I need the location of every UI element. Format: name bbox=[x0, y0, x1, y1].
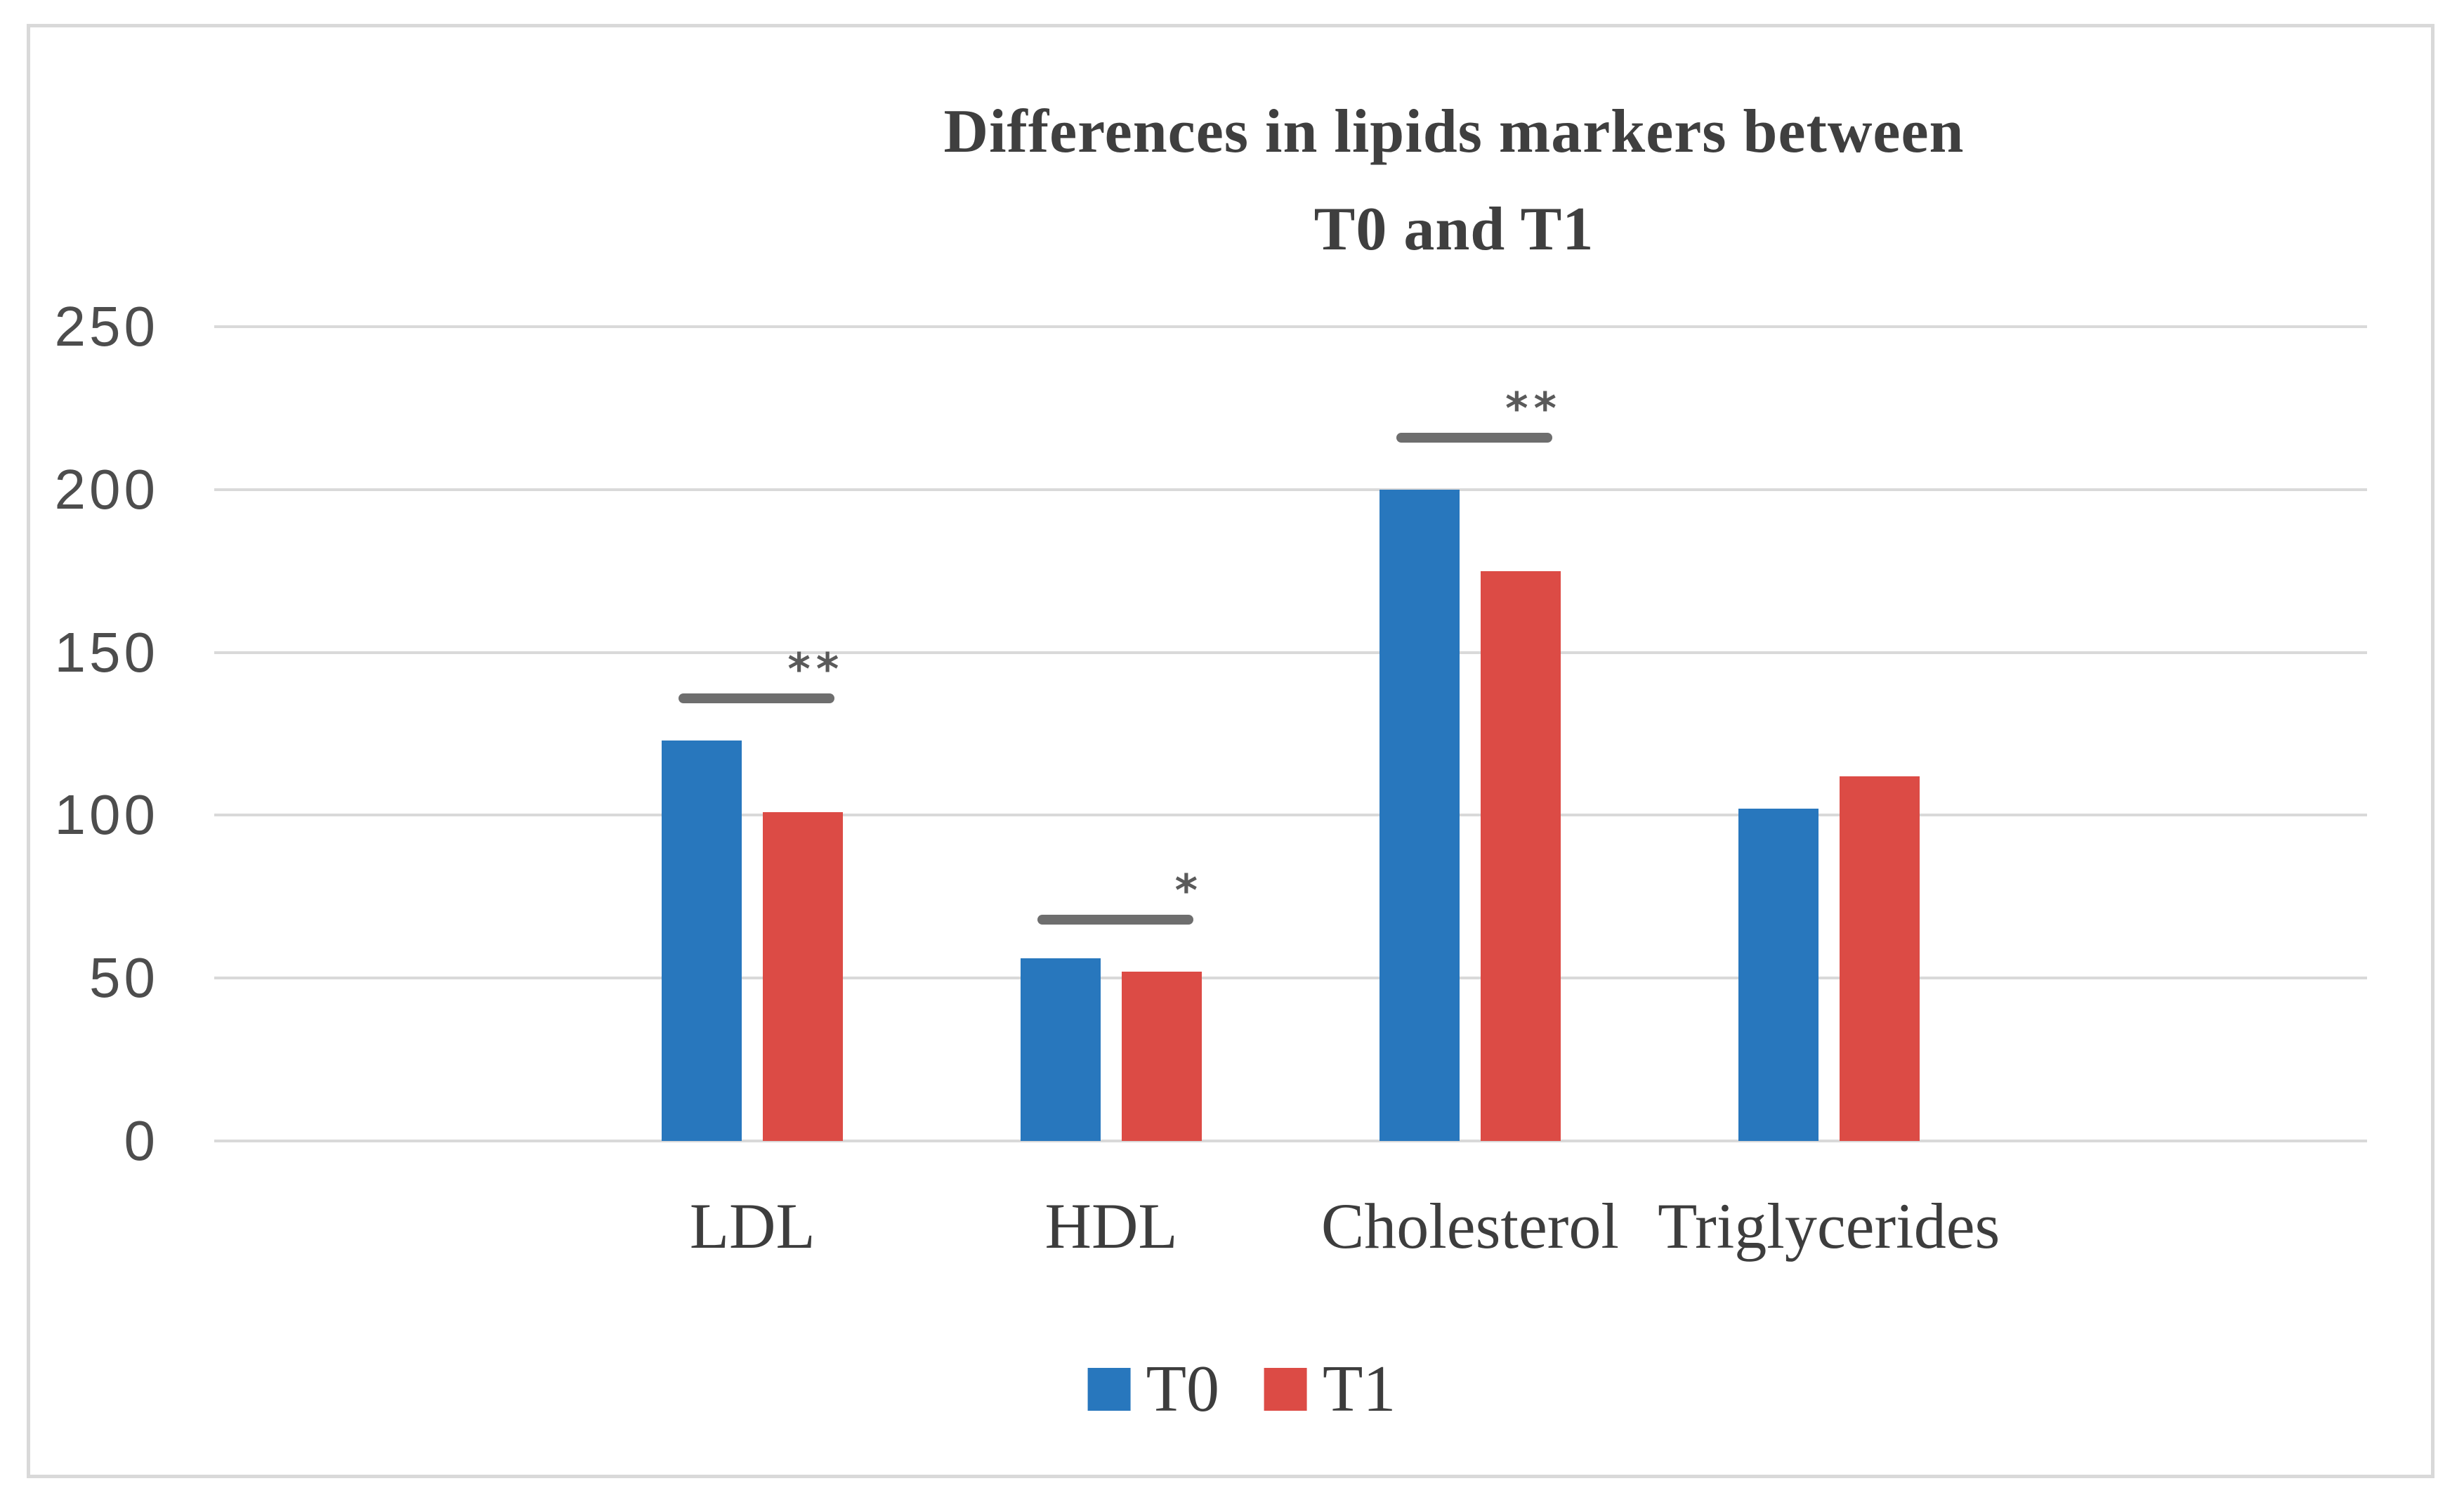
bar-t0-ldl bbox=[662, 740, 742, 1141]
y-tick-label-250: 250 bbox=[54, 295, 159, 358]
legend-swatch-t1 bbox=[1264, 1367, 1307, 1411]
plot-area: ** * ** bbox=[214, 325, 2367, 1142]
significance-stars-hdl: * bbox=[1174, 864, 1204, 916]
legend-item-t1: T1 bbox=[1264, 1356, 1396, 1422]
significance-stars-ldl: ** bbox=[787, 643, 845, 695]
chart-title-line-1: Differences in lipids markers between bbox=[943, 98, 1965, 166]
significance-stars-cholesterol: ** bbox=[1505, 382, 1562, 434]
y-tick-label-0: 0 bbox=[124, 1109, 159, 1172]
gridline-y-50 bbox=[214, 977, 2367, 980]
y-tick-label-50: 50 bbox=[89, 946, 159, 1010]
bar-t1-ldl bbox=[763, 811, 844, 1141]
bar-t1-hdl bbox=[1122, 971, 1202, 1141]
significance-line-ldl bbox=[679, 693, 835, 703]
x-category-label-hdl: HDL bbox=[1044, 1190, 1178, 1262]
chart-border bbox=[27, 24, 2434, 1478]
legend-swatch-t0 bbox=[1087, 1367, 1131, 1411]
chart-title-line-2: T0 and T1 bbox=[1313, 195, 1594, 264]
significance-line-cholesterol bbox=[1396, 432, 1552, 443]
legend-label-t1: T1 bbox=[1323, 1352, 1396, 1426]
legend-item-t0: T0 bbox=[1087, 1352, 1219, 1426]
gridline-y-150 bbox=[214, 651, 2367, 654]
x-category-label-triglycerides: Triglycerides bbox=[1658, 1190, 2000, 1262]
x-category-label-ldl: LDL bbox=[689, 1190, 815, 1262]
legend-label-t0: T0 bbox=[1146, 1352, 1219, 1426]
x-category-label-cholesterol: Cholesterol bbox=[1321, 1190, 1619, 1262]
bar-t1-cholesterol bbox=[1480, 570, 1561, 1141]
y-tick-label-200: 200 bbox=[54, 457, 159, 521]
gridline-y-250 bbox=[214, 325, 2367, 328]
y-tick-label-100: 100 bbox=[54, 783, 159, 847]
y-tick-label-150: 150 bbox=[54, 620, 159, 684]
chart-title: Differences in lipids markers between T0… bbox=[444, 83, 2464, 278]
bar-t0-triglycerides bbox=[1738, 809, 1818, 1141]
gridline-y-100 bbox=[214, 814, 2367, 817]
significance-line-hdl bbox=[1037, 914, 1194, 925]
legend: T0 T1 bbox=[1087, 1352, 1396, 1426]
bar-t0-hdl bbox=[1021, 958, 1101, 1141]
bar-t0-cholesterol bbox=[1379, 489, 1460, 1141]
gridline-y-200 bbox=[214, 488, 2367, 491]
bar-t1-triglycerides bbox=[1839, 776, 1920, 1141]
gridline-y-0 bbox=[214, 1140, 2367, 1142]
